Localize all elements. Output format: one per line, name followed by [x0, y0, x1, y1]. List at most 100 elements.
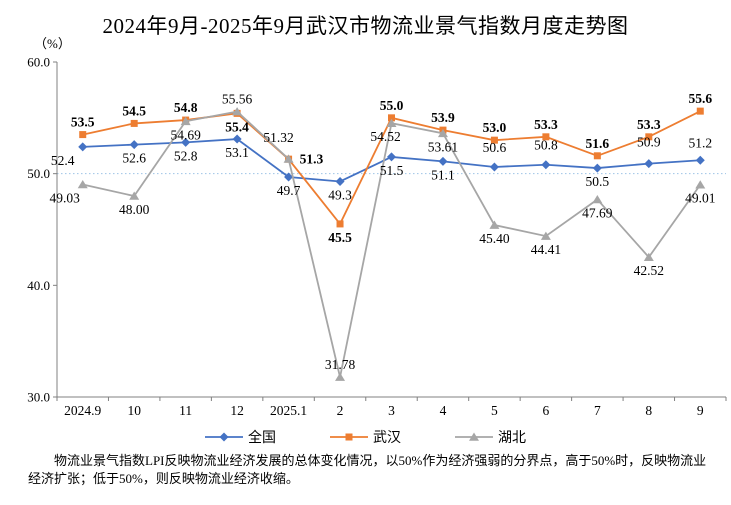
x-tick-label: 7: [594, 403, 601, 418]
data-point-marker: [181, 137, 191, 147]
data-point-marker: [645, 133, 653, 141]
x-tick-label: 10: [127, 403, 141, 418]
legend-marker-quanguo: [205, 432, 243, 442]
data-point-marker: [219, 432, 229, 442]
x-tick-label: 5: [491, 403, 498, 418]
data-label: 55.56: [222, 92, 253, 107]
series-labels-hubei: 49.03 48.00 54.69 55.56 51.32 31.78 54.52 53.61…: [50, 92, 716, 373]
data-point-marker: [232, 134, 242, 144]
data-label: 49.03: [50, 190, 81, 205]
chart-footnote: 物流业景气指数LPI反映物流业经济发展的总体变化情况，以50%作为经济强弱的分界…: [28, 453, 707, 486]
x-tick-label: 6: [543, 403, 550, 418]
data-point-marker: [336, 220, 344, 228]
data-point-marker: [386, 118, 397, 127]
x-tick-label: 3: [388, 403, 395, 418]
data-label: 53.3: [637, 117, 661, 132]
legend-item-hubei: 湖北: [455, 427, 526, 447]
data-label: 50.9: [637, 135, 661, 150]
data-point-marker: [345, 433, 353, 441]
data-point-marker: [592, 163, 602, 173]
x-tick-label: 12: [230, 403, 244, 418]
data-point-marker: [335, 372, 346, 381]
x-tick-label: 4: [440, 403, 447, 418]
data-label: 49.7: [277, 183, 301, 198]
data-label: 53.61: [428, 139, 458, 154]
x-tick-label: 2025.1: [270, 403, 307, 418]
data-label: 50.5: [586, 174, 610, 189]
chart-title: 2024年9月-2025年9月武汉市物流业景气指数月度走势图: [102, 14, 629, 38]
data-label: 51.1: [431, 167, 455, 182]
data-label: 52.4: [51, 153, 75, 168]
data-label: 53.3: [534, 117, 558, 132]
data-label: 54.69: [170, 127, 201, 142]
data-label: 55.6: [688, 91, 712, 106]
data-point-marker: [695, 180, 706, 189]
data-label: 50.8: [534, 138, 558, 153]
data-label: 51.3: [300, 152, 324, 167]
data-point-marker: [696, 107, 704, 115]
data-point-marker: [643, 252, 654, 261]
data-point-marker: [387, 152, 396, 162]
data-point-marker: [437, 128, 448, 138]
legend-marker-hubei: [455, 432, 493, 441]
data-point-marker: [540, 231, 551, 240]
y-axis-unit-label: （%）: [34, 36, 71, 51]
data-point-marker: [489, 220, 500, 229]
data-point-marker: [489, 162, 499, 172]
data-label: 45.5: [328, 230, 352, 245]
data-point-marker: [542, 133, 550, 141]
data-label: 47.69: [582, 205, 613, 220]
data-label: 45.40: [479, 231, 510, 246]
y-tick-label: 60.0: [27, 55, 50, 70]
data-label: 31.78: [325, 357, 356, 372]
legend-marker-wuhan: [330, 433, 368, 441]
data-label: 42.52: [634, 263, 664, 278]
x-tick-label: 11: [179, 403, 192, 418]
data-point-marker: [180, 116, 191, 126]
data-label: 53.9: [431, 110, 455, 125]
chart-legend: 全国 武汉 湖北: [0, 427, 731, 447]
x-tick-label: 2024.9: [64, 403, 101, 418]
data-point-marker: [284, 172, 294, 182]
data-label: 54.8: [174, 100, 198, 115]
legend-label-wuhan: 武汉: [373, 431, 401, 446]
data-label: 51.32: [263, 130, 293, 145]
y-tick-label: 40.0: [27, 278, 50, 293]
data-point-marker: [541, 160, 551, 170]
x-tick-label: 9: [697, 403, 704, 418]
data-label: 53.5: [71, 115, 95, 130]
data-label: 52.8: [174, 148, 198, 163]
data-label: 51.5: [380, 163, 404, 178]
data-point-marker: [232, 107, 243, 116]
data-point-marker: [77, 179, 88, 189]
data-label: 49.3: [328, 187, 352, 202]
x-tick-label: 8: [645, 403, 652, 418]
legend-label-quanguo: 全国: [248, 431, 276, 446]
data-point-marker: [78, 142, 88, 152]
data-point-marker: [592, 194, 603, 204]
y-tick-label: 30.0: [27, 390, 50, 405]
data-label: 50.6: [483, 140, 507, 155]
legend-item-quanguo: 全国: [205, 427, 276, 447]
line-chart: 60.0 50.0 40.0 30.0 2024.9 10 11 12 2025.1 2 3 4 5 6 7…: [27, 55, 727, 418]
data-point-marker: [593, 152, 601, 160]
data-label: 54.52: [370, 129, 400, 144]
data-point-marker: [130, 119, 138, 127]
series-labels-quanguo: 52.4 52.6 52.8 53.1 49.7 49.3 51.5 51.1 50.6 50.8…: [51, 135, 712, 203]
data-label: 53.0: [483, 120, 507, 135]
data-point-marker: [695, 155, 705, 165]
data-point-marker: [388, 114, 395, 122]
data-label: 54.5: [122, 103, 146, 118]
data-label: 51.2: [688, 135, 712, 150]
data-label: 44.41: [531, 242, 561, 257]
data-label: 55.4: [225, 119, 249, 134]
data-point-marker: [490, 136, 498, 144]
data-point-marker: [283, 154, 294, 163]
series-quanguo: [78, 134, 705, 186]
data-point-marker: [129, 140, 139, 150]
data-label: 48.00: [119, 202, 150, 217]
data-point-marker: [335, 176, 345, 186]
legend-label-hubei: 湖北: [498, 431, 526, 446]
data-label: 52.6: [122, 151, 146, 166]
data-label: 49.01: [685, 191, 715, 206]
